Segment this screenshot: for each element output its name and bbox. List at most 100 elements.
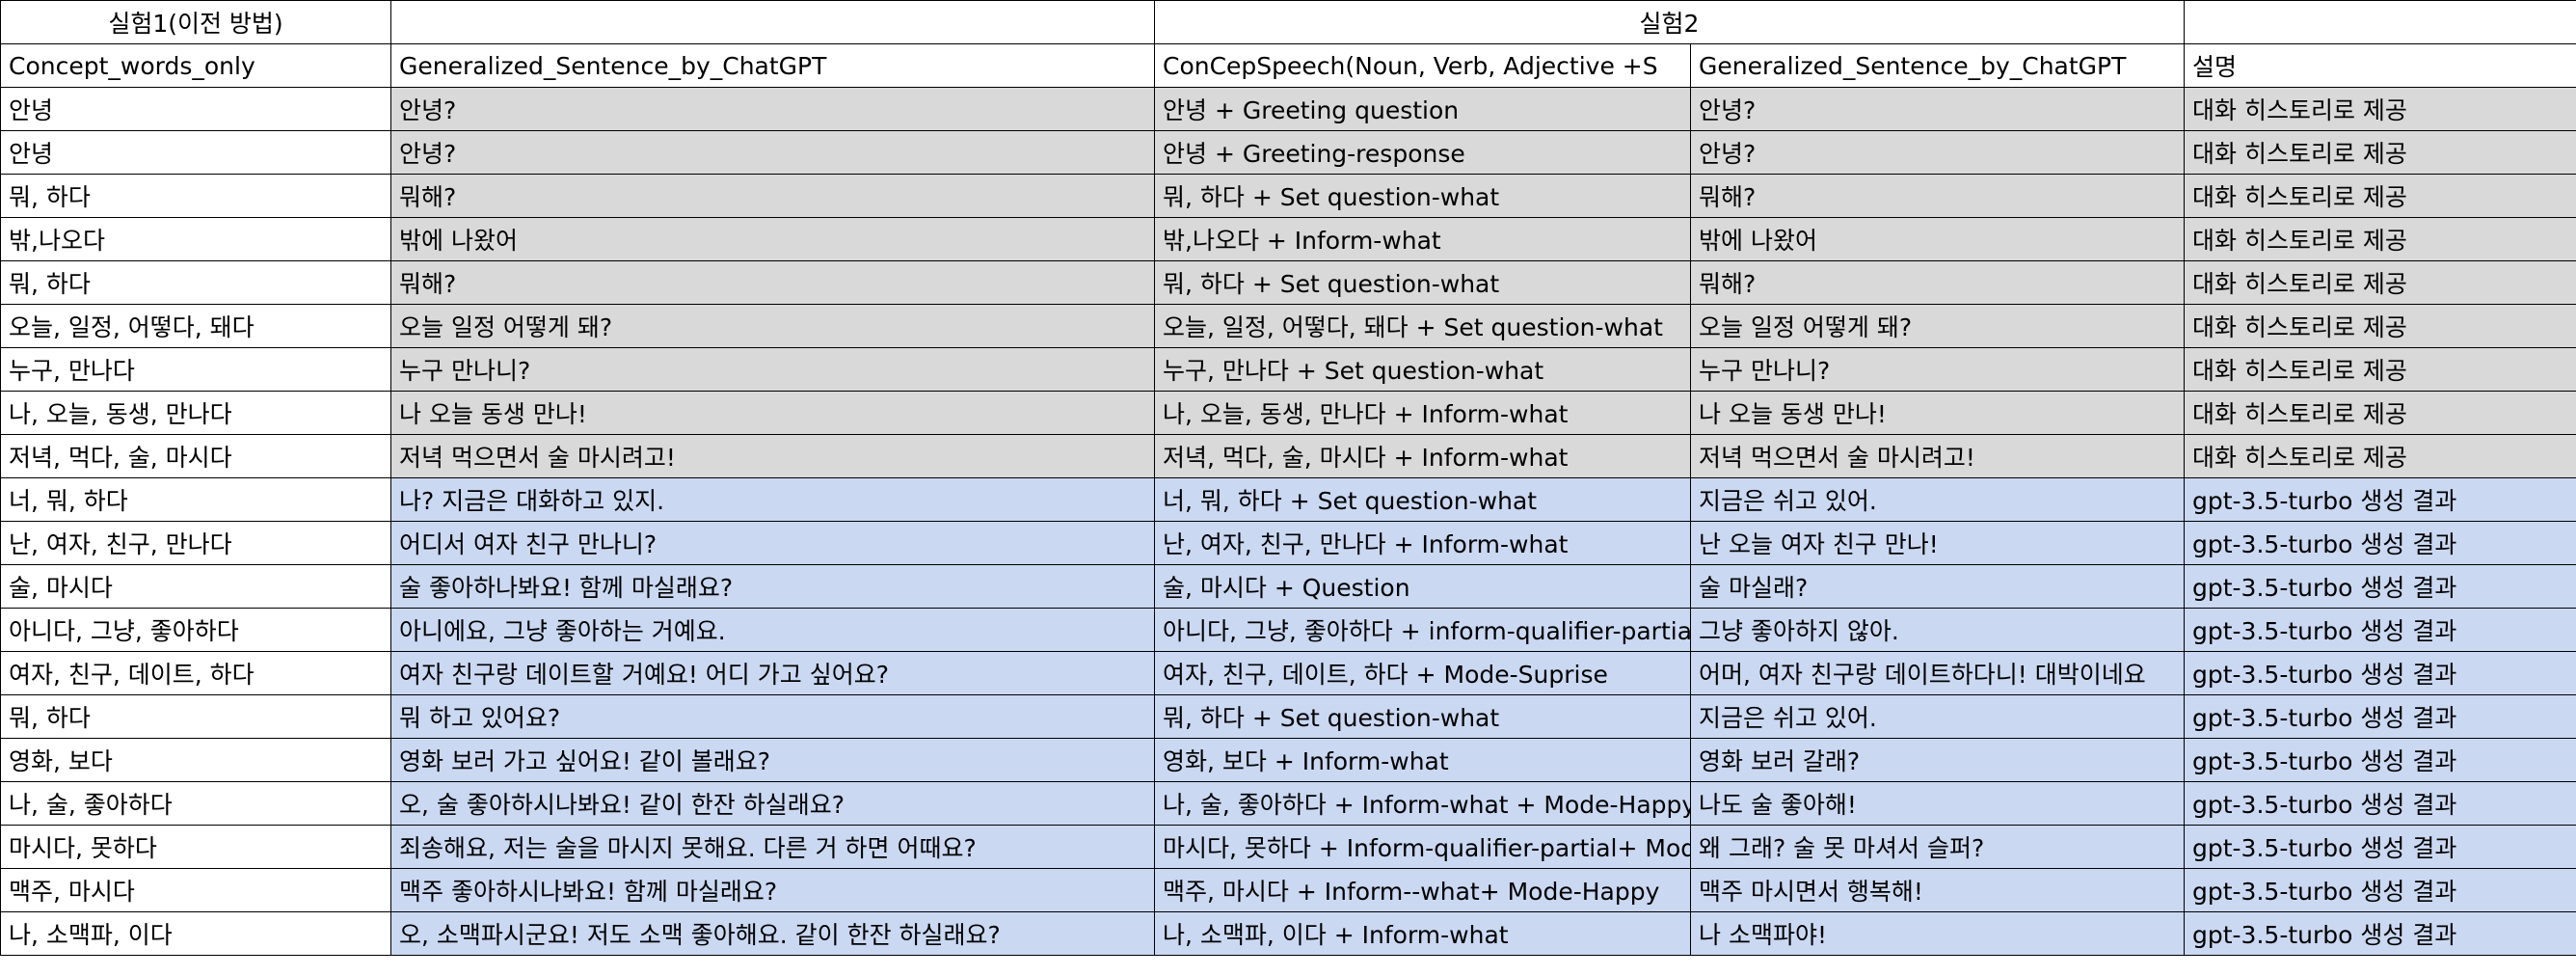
cell-generalized-sentence-2[interactable]: 지금은 쉬고 있어. [1690,694,2185,739]
cell-generalized-sentence-1[interactable]: 뭐해? [390,260,1155,305]
cell-concepspeech[interactable]: 맥주, 마시다 + Inform--what+ Mode-Happy [1154,868,1691,912]
cell-generalized-sentence-1[interactable]: 누구 만나니? [390,347,1155,392]
cell-description[interactable]: gpt-3.5-turbo 생성 결과 [2184,781,2576,826]
cell-generalized-sentence-1[interactable]: 영화 보러 가고 싶어요! 같이 볼래요? [390,738,1155,782]
cell-generalized-sentence-2[interactable]: 어머, 여자 친구랑 데이트하다니! 대박이네요 [1690,651,2185,695]
cell-generalized-sentence-2[interactable]: 나 오늘 동생 만나! [1690,391,2185,435]
cell-concepspeech[interactable]: 나, 소맥파, 이다 + Inform-what [1154,911,1691,956]
cell-generalized-sentence-1[interactable]: 뭐 하고 있어요? [390,694,1155,739]
cell-generalized-sentence-1[interactable]: 밖에 나왔어 [390,217,1155,261]
cell-concept-words[interactable]: 안녕 [0,130,391,175]
cell-concepspeech[interactable]: 뭐, 하다 + Set question-what [1154,174,1691,218]
cell-concept-words[interactable]: 뭐, 하다 [0,694,391,739]
cell-concepspeech[interactable]: 뭐, 하다 + Set question-what [1154,260,1691,305]
cell-concept-words[interactable]: 마시다, 못하다 [0,825,391,869]
cell-description[interactable]: gpt-3.5-turbo 생성 결과 [2184,911,2576,956]
cell-description[interactable]: gpt-3.5-turbo 생성 결과 [2184,868,2576,912]
cell-generalized-sentence-1[interactable]: 맥주 좋아하시나봐요! 함께 마실래요? [390,868,1155,912]
cell-concepspeech[interactable]: 너, 뭐, 하다 + Set question-what [1154,477,1691,522]
cell-concepspeech[interactable]: 누구, 만나다 + Set question-what [1154,347,1691,392]
cell-concept-words[interactable]: 영화, 보다 [0,738,391,782]
cell-generalized-sentence-2[interactable]: 술 마실래? [1690,564,2185,609]
group-header-blank[interactable] [2184,0,2576,44]
cell-concept-words[interactable]: 안녕 [0,87,391,131]
cell-generalized-sentence-2[interactable]: 뭐해? [1690,174,2185,218]
cell-generalized-sentence-1[interactable]: 저녁 먹으면서 술 마시려고! [390,434,1155,478]
cell-concepspeech[interactable]: 안녕 + Greeting-response [1154,130,1691,175]
cell-concept-words[interactable]: 아니다, 그냥, 좋아하다 [0,608,391,652]
cell-generalized-sentence-1[interactable]: 뭐해? [390,174,1155,218]
cell-concepspeech[interactable]: 저녁, 먹다, 술, 마시다 + Inform-what [1154,434,1691,478]
cell-generalized-sentence-1[interactable]: 안녕? [390,130,1155,175]
cell-generalized-sentence-2[interactable]: 지금은 쉬고 있어. [1690,477,2185,522]
cell-generalized-sentence-2[interactable]: 왜 그래? 술 못 마셔서 슬퍼? [1690,825,2185,869]
cell-concepspeech[interactable]: 술, 마시다 + Question [1154,564,1691,609]
cell-concept-words[interactable]: 오늘, 일정, 어떻다, 돼다 [0,304,391,348]
group-header-blank[interactable] [390,0,1155,44]
cell-description[interactable]: gpt-3.5-turbo 생성 결과 [2184,651,2576,695]
cell-generalized-sentence-2[interactable]: 밖에 나왔어 [1690,217,2185,261]
cell-generalized-sentence-1[interactable]: 술 좋아하나봐요! 함께 마실래요? [390,564,1155,609]
cell-description[interactable]: 대화 히스토리로 제공 [2184,217,2576,261]
cell-generalized-sentence-1[interactable]: 오, 술 좋아하시나봐요! 같이 한잔 하실래요? [390,781,1155,826]
cell-concept-words[interactable]: 술, 마시다 [0,564,391,609]
cell-generalized-sentence-1[interactable]: 오늘 일정 어떻게 돼? [390,304,1155,348]
cell-generalized-sentence-2[interactable]: 난 오늘 여자 친구 만나! [1690,521,2185,565]
cell-description[interactable]: 대화 히스토리로 제공 [2184,87,2576,131]
cell-generalized-sentence-1[interactable]: 나? 지금은 대화하고 있지. [390,477,1155,522]
column-header-generalized-1[interactable]: Generalized_Sentence_by_ChatGPT [390,43,1155,88]
cell-generalized-sentence-1[interactable]: 오, 소맥파시군요! 저도 소맥 좋아해요. 같이 한잔 하실래요? [390,911,1155,956]
cell-generalized-sentence-1[interactable]: 안녕? [390,87,1155,131]
cell-generalized-sentence-1[interactable]: 나 오늘 동생 만나! [390,391,1155,435]
column-header-generalized-2[interactable]: Generalized_Sentence_by_ChatGPT [1690,43,2185,88]
cell-generalized-sentence-2[interactable]: 맥주 마시면서 행복해! [1690,868,2185,912]
cell-generalized-sentence-2[interactable]: 안녕? [1690,87,2185,131]
cell-concepspeech[interactable]: 오늘, 일정, 어떻다, 돼다 + Set question-what [1154,304,1691,348]
cell-concepspeech[interactable]: 여자, 친구, 데이트, 하다 + Mode-Suprise [1154,651,1691,695]
cell-concept-words[interactable]: 저녁, 먹다, 술, 마시다 [0,434,391,478]
cell-concepspeech[interactable]: 난, 여자, 친구, 만나다 + Inform-what [1154,521,1691,565]
cell-generalized-sentence-2[interactable]: 그냥 좋아하지 않아. [1690,608,2185,652]
cell-description[interactable]: 대화 히스토리로 제공 [2184,260,2576,305]
cell-description[interactable]: 대화 히스토리로 제공 [2184,130,2576,175]
cell-generalized-sentence-2[interactable]: 오늘 일정 어떻게 돼? [1690,304,2185,348]
cell-description[interactable]: 대화 히스토리로 제공 [2184,304,2576,348]
column-header-concepspeech[interactable]: ConCepSpeech(Noun, Verb, Adjective +S [1154,43,1691,88]
cell-concepspeech[interactable]: 아니다, 그냥, 좋아하다 + inform-qualifier-partial [1154,608,1691,652]
column-header-description[interactable]: 설명 [2184,43,2576,88]
cell-concept-words[interactable]: 난, 여자, 친구, 만나다 [0,521,391,565]
cell-generalized-sentence-1[interactable]: 어디서 여자 친구 만나니? [390,521,1155,565]
cell-generalized-sentence-2[interactable]: 안녕? [1690,130,2185,175]
cell-generalized-sentence-2[interactable]: 뭐해? [1690,260,2185,305]
cell-description[interactable]: gpt-3.5-turbo 생성 결과 [2184,694,2576,739]
cell-generalized-sentence-1[interactable]: 여자 친구랑 데이트할 거예요! 어디 가고 싶어요? [390,651,1155,695]
cell-concepspeech[interactable]: 안녕 + Greeting question [1154,87,1691,131]
cell-concept-words[interactable]: 밖,나오다 [0,217,391,261]
cell-concept-words[interactable]: 나, 술, 좋아하다 [0,781,391,826]
column-header-concept[interactable]: Concept_words_only [0,43,391,88]
cell-concepspeech[interactable]: 뭐, 하다 + Set question-what [1154,694,1691,739]
cell-description[interactable]: 대화 히스토리로 제공 [2184,434,2576,478]
cell-generalized-sentence-2[interactable]: 나 소맥파야! [1690,911,2185,956]
cell-generalized-sentence-1[interactable]: 죄송해요, 저는 술을 마시지 못해요. 다른 거 하면 어때요? [390,825,1155,869]
cell-concept-words[interactable]: 나, 소맥파, 이다 [0,911,391,956]
cell-concepspeech[interactable]: 영화, 보다 + Inform-what [1154,738,1691,782]
cell-description[interactable]: gpt-3.5-turbo 생성 결과 [2184,738,2576,782]
cell-description[interactable]: 대화 히스토리로 제공 [2184,174,2576,218]
cell-concepspeech[interactable]: 마시다, 못하다 + Inform-qualifier-partial+ Mod… [1154,825,1691,869]
cell-concept-words[interactable]: 나, 오늘, 동생, 만나다 [0,391,391,435]
cell-description[interactable]: gpt-3.5-turbo 생성 결과 [2184,825,2576,869]
cell-description[interactable]: 대화 히스토리로 제공 [2184,347,2576,392]
cell-concept-words[interactable]: 뭐, 하다 [0,260,391,305]
cell-description[interactable]: gpt-3.5-turbo 생성 결과 [2184,477,2576,522]
cell-concept-words[interactable]: 맥주, 마시다 [0,868,391,912]
cell-concepspeech[interactable]: 밖,나오다 + Inform-what [1154,217,1691,261]
cell-concept-words[interactable]: 누구, 만나다 [0,347,391,392]
cell-concept-words[interactable]: 뭐, 하다 [0,174,391,218]
cell-description[interactable]: gpt-3.5-turbo 생성 결과 [2184,608,2576,652]
cell-concept-words[interactable]: 여자, 친구, 데이트, 하다 [0,651,391,695]
cell-description[interactable]: gpt-3.5-turbo 생성 결과 [2184,564,2576,609]
cell-generalized-sentence-2[interactable]: 영화 보러 갈래? [1690,738,2185,782]
cell-generalized-sentence-2[interactable]: 나도 술 좋아해! [1690,781,2185,826]
group-header-exp1[interactable]: 실험1(이전 방법) [0,0,391,44]
